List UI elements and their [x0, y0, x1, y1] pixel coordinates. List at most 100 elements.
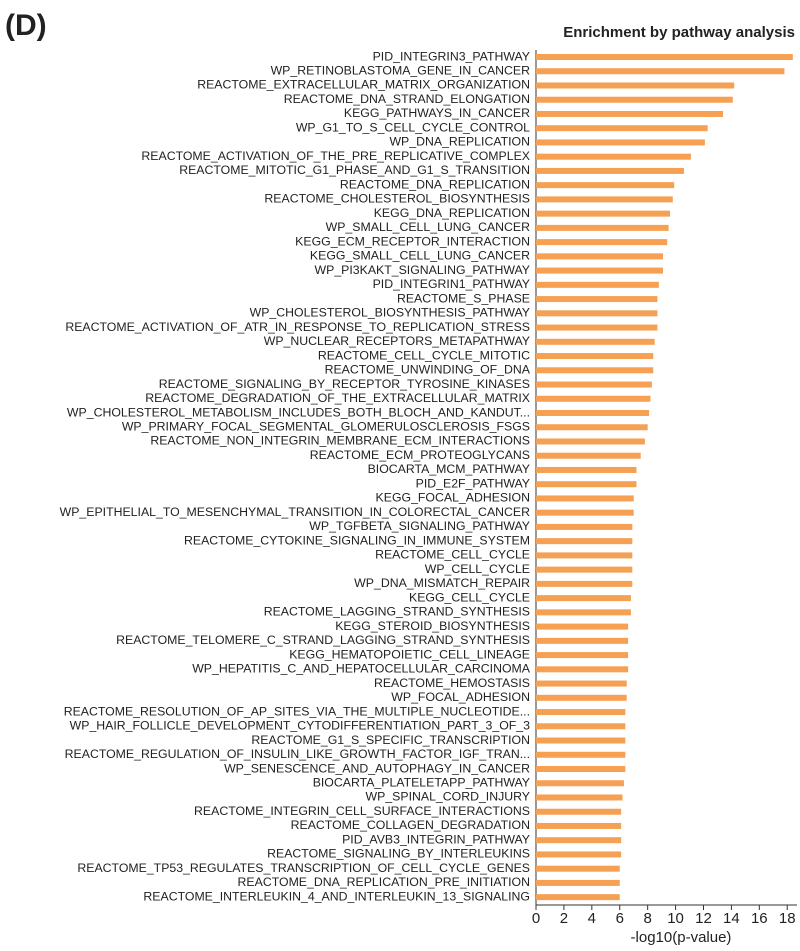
bar [536, 865, 620, 872]
y-tick-label: REACTOME_CELL_CYCLE_MITOTIC [318, 348, 530, 362]
y-tick-label: REACTOME_ACTIVATION_OF_THE_PRE_REPLICATI… [141, 149, 530, 163]
y-tick-label: REACTOME_REGULATION_OF_INSULIN_LIKE_GROW… [65, 747, 530, 761]
y-tick-label: WP_SENESCENCE_AND_AUTOPHAGY_IN_CANCER [224, 761, 530, 775]
bar [536, 125, 708, 132]
y-tick-label: REACTOME_DNA_REPLICATION_PRE_INITIATION [238, 875, 530, 889]
y-tick-label: REACTOME_CELL_CYCLE [375, 548, 530, 562]
bar [536, 822, 622, 829]
x-tick-label: 16 [751, 910, 768, 927]
bar [536, 224, 669, 231]
y-tick-label: WP_FOCAL_ADHESION [391, 690, 530, 704]
x-tick-label: 0 [532, 910, 540, 927]
y-tick-label: REACTOME_S_PHASE [397, 291, 530, 305]
bar [536, 538, 633, 545]
y-tick-label: KEGG_PATHWAYS_IN_CANCER [344, 106, 530, 120]
y-tick-label: WP_CELL_CYCLE [425, 562, 530, 576]
y-tick-label: REACTOME_CYTOKINE_SIGNALING_IN_IMMUNE_SY… [184, 533, 530, 547]
bar [536, 110, 724, 117]
y-tick-label: WP_SMALL_CELL_LUNG_CANCER [326, 220, 530, 234]
y-tick-label: WP_CHOLESTEROL_METABOLISM_INCLUDES_BOTH_… [67, 405, 530, 419]
y-tick-label: KEGG_STEROID_BIOSYNTHESIS [335, 619, 530, 633]
y-tick-label: REACTOME_DEGRADATION_OF_THE_EXTRACELLULA… [145, 391, 530, 405]
y-tick-label: WP_TGFBETA_SIGNALING_PATHWAY [309, 519, 530, 533]
bar [536, 196, 673, 203]
bar [536, 395, 651, 402]
chart-title: Enrichment by pathway analysis [563, 24, 795, 41]
bar [536, 253, 664, 260]
y-tick-label: REACTOME_TELOMERE_C_STRAND_LAGGING_STRAN… [116, 633, 530, 647]
bar [536, 452, 641, 459]
y-tick-label: REACTOME_DNA_REPLICATION [340, 177, 530, 191]
bar [536, 552, 633, 559]
bar [536, 766, 626, 772]
y-tick-label: WP_DNA_REPLICATION [389, 135, 530, 149]
y-tick-label: KEGG_ECM_RECEPTOR_INTERACTION [295, 234, 530, 248]
y-tick-label: REACTOME_ECM_PROTEOGLYCANS [310, 448, 530, 462]
y-tick-label: PID_AVB3_INTEGRIN_PATHWAY [342, 832, 530, 846]
y-tick-label: REACTOME_HEMOSTASIS [374, 676, 530, 690]
y-tick-label: WP_DNA_MISMATCH_REPAIR [354, 576, 530, 590]
bar [536, 381, 652, 388]
y-tick-label: REACTOME_RESOLUTION_OF_AP_SITES_VIA_THE_… [64, 704, 530, 718]
bar [536, 182, 675, 189]
bar [536, 438, 645, 445]
y-tick-label: WP_HEPATITIS_C_AND_HEPATOCELLULAR_CARCIN… [192, 662, 531, 676]
bar [536, 324, 658, 331]
bar [536, 580, 633, 587]
y-tick-label: PID_E2F_PATHWAY [416, 476, 530, 490]
x-tick-label: 4 [588, 910, 596, 927]
bar [536, 737, 626, 744]
x-tick-label: 8 [643, 910, 651, 927]
bar [536, 894, 620, 901]
bar [536, 239, 668, 246]
y-tick-label: REACTOME_SIGNALING_BY_INTERLEUKINS [267, 847, 530, 861]
y-tick-label: REACTOME_UNWINDING_OF_DNA [325, 363, 531, 377]
panel-label: (D) [5, 9, 47, 42]
y-tick-label: REACTOME_INTEGRIN_CELL_SURFACE_INTERACTI… [194, 804, 530, 818]
bar [536, 837, 622, 844]
y-tick-label: REACTOME_COLLAGEN_DEGRADATION [291, 818, 530, 832]
y-tick-label: WP_EPITHELIAL_TO_MESENCHYMAL_TRANSITION_… [60, 505, 530, 519]
y-tick-label: REACTOME_NON_INTEGRIN_MEMBRANE_ECM_INTER… [150, 434, 530, 448]
bar [536, 666, 629, 673]
y-tick-label: WP_SPINAL_CORD_INJURY [366, 790, 530, 804]
y-tick-label: REACTOME_CHOLESTEROL_BIOSYNTHESIS [264, 192, 530, 206]
y-tick-label: REACTOME_DNA_STRAND_ELONGATION [284, 92, 530, 106]
y-tick-label: PID_INTEGRIN1_PATHWAY [373, 277, 530, 291]
bar [536, 424, 648, 431]
y-tick-label: KEGG_FOCAL_ADHESION [376, 491, 530, 505]
y-tick-label: REACTOME_TP53_REGULATES_TRANSCRIPTION_OF… [77, 861, 530, 875]
bar [536, 82, 735, 89]
bar [536, 879, 620, 886]
bar [536, 367, 654, 374]
x-axis-label: -log10(p-value) [631, 929, 732, 946]
y-tick-label: WP_RETINOBLASTOMA_GENE_IN_CANCER [271, 63, 531, 77]
bar [536, 353, 654, 360]
bar [536, 808, 622, 815]
bar [536, 338, 655, 345]
y-tick-label: BIOCARTA_MCM_PATHWAY [368, 462, 530, 476]
y-tick-label: WP_G1_TO_S_CELL_CYCLE_CONTROL [296, 120, 530, 134]
x-tick-label: 2 [560, 910, 568, 927]
bar [536, 851, 622, 858]
y-tick-label: WP_CHOLESTEROL_BIOSYNTHESIS_PATHWAY [250, 306, 530, 320]
x-tick-label: 12 [695, 910, 712, 927]
bar [536, 54, 793, 60]
bar [536, 652, 629, 659]
y-tick-label: REACTOME_INTERLEUKIN_4_AND_INTERLEUKIN_1… [143, 889, 530, 903]
y-tick-label: WP_HAIR_FOLLICLE_DEVELOPMENT_CYTODIFFERE… [70, 719, 531, 733]
y-tick-label: WP_NUCLEAR_RECEPTORS_METAPATHWAY [264, 334, 530, 348]
bar [536, 623, 629, 630]
bar [536, 680, 627, 687]
y-tick-label: BIOCARTA_PLATELETAPP_PATHWAY [313, 775, 530, 789]
y-tick-label: REACTOME_LAGGING_STRAND_SYNTHESIS [264, 605, 530, 619]
bar [536, 139, 705, 146]
y-tick-label: KEGG_DNA_REPLICATION [374, 206, 530, 220]
bar [536, 694, 627, 701]
y-tick-label: REACTOME_G1_S_SPECIFIC_TRANSCRIPTION [251, 733, 530, 747]
y-tick-label: KEGG_SMALL_CELL_LUNG_CANCER [310, 249, 530, 263]
y-tick-label: REACTOME_ACTIVATION_OF_ATR_IN_RESPONSE_T… [65, 320, 530, 334]
bar [536, 68, 785, 75]
y-tick-label: REACTOME_SIGNALING_BY_RECEPTOR_TYROSINE_… [159, 377, 530, 391]
